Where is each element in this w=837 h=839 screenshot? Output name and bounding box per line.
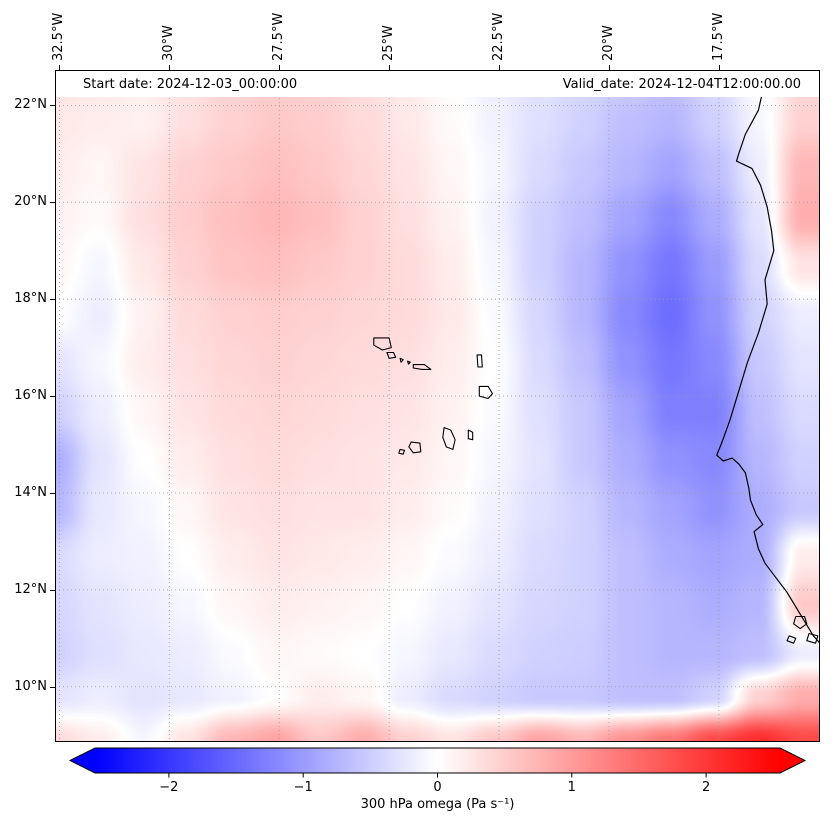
lat-tick-label: 18°N <box>14 291 47 307</box>
colorbar-tick-label: −1 <box>294 780 313 795</box>
start-date-text: Start date: 2024-12-03_00:00:00 <box>83 76 298 92</box>
colorbar-tick-label: 1 <box>568 780 576 795</box>
lon-tick-mark <box>718 65 720 70</box>
lon-tick-label: 27.5°W <box>271 12 287 61</box>
omega-field-heatmap <box>55 70 820 742</box>
colorbar: −2 −1 0 1 2 <box>68 747 807 795</box>
lon-tick-mark <box>279 65 281 70</box>
date-band: Start date: 2024-12-03_00:00:00 Valid_da… <box>56 71 819 97</box>
lat-tick-label: 10°N <box>14 678 47 694</box>
latitude-axis: 22°N 20°N 18°N 16°N 14°N 12°N 10°N <box>0 0 55 742</box>
valid-date-text: Valid_date: 2024-12-04T12:00:00.00 <box>562 76 801 92</box>
lat-tick-label: 22°N <box>14 97 47 113</box>
lat-tick-label: 20°N <box>14 194 47 210</box>
lon-tick-mark <box>499 65 501 70</box>
colorbar-label: 300 hPa omega (Pa s⁻¹) <box>360 797 515 812</box>
lon-tick-label: 20°W <box>600 25 616 61</box>
lon-tick-mark <box>389 65 391 70</box>
map-plot-area: Start date: 2024-12-03_00:00:00 Valid_da… <box>55 70 820 742</box>
lat-tick-mark <box>50 105 55 107</box>
colorbar-tick-label: −2 <box>159 780 178 795</box>
lon-tick-label: 22.5°W <box>491 12 507 61</box>
lon-tick-mark <box>608 65 610 70</box>
lat-tick-mark <box>50 492 55 494</box>
colorbar-tick-label: 0 <box>433 780 441 795</box>
lat-tick-mark <box>50 202 55 204</box>
lon-tick-label: 30°W <box>161 25 177 61</box>
lat-tick-mark <box>50 686 55 688</box>
lat-tick-mark <box>50 589 55 591</box>
lon-tick-mark <box>169 65 171 70</box>
lon-tick-mark <box>59 65 61 70</box>
lat-tick-label: 12°N <box>14 581 47 597</box>
lat-tick-label: 14°N <box>14 484 47 500</box>
lon-tick-label: 25°W <box>381 25 397 61</box>
colorbar-tick-label: 2 <box>702 780 710 795</box>
lat-tick-mark <box>50 299 55 301</box>
longitude-axis: 32.5°W 30°W 27.5°W 25°W 22.5°W 20°W 17.5°W <box>0 0 837 70</box>
lat-tick-mark <box>50 396 55 398</box>
lat-tick-label: 16°N <box>14 388 47 404</box>
colorbar-bar <box>68 747 807 774</box>
lon-tick-label: 17.5°W <box>710 12 726 61</box>
